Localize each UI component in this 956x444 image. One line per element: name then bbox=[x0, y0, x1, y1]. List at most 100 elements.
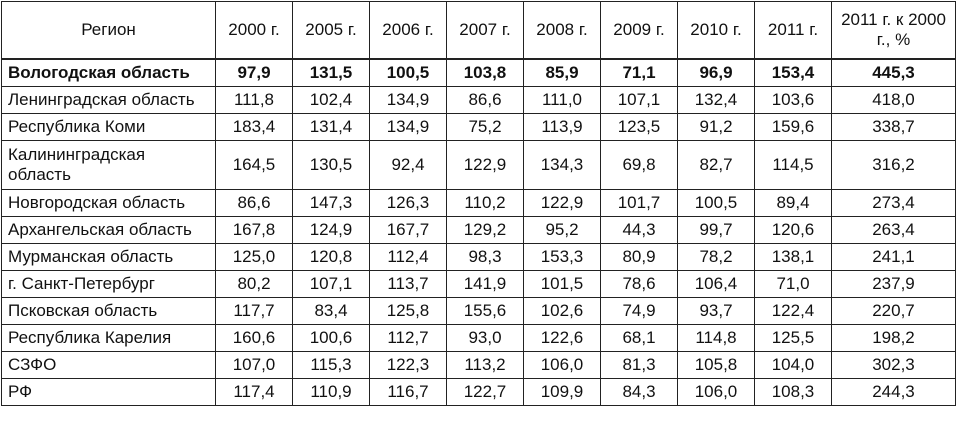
value-cell: 68,1 bbox=[600, 324, 678, 352]
value-cell: 82,7 bbox=[677, 140, 755, 190]
value-cell: 110,2 bbox=[446, 189, 524, 217]
value-cell: 125,5 bbox=[754, 324, 832, 352]
value-cell: 338,7 bbox=[831, 113, 956, 141]
value-cell: 104,0 bbox=[754, 351, 832, 379]
table-row: Новгородская область 86,6 147,3 126,3 110,2 1… bbox=[1, 189, 956, 217]
value-cell: 86,6 bbox=[446, 86, 524, 114]
header-2005: 2005 г. bbox=[292, 1, 370, 60]
value-cell: 85,9 bbox=[523, 58, 601, 87]
value-cell: 198,2 bbox=[831, 324, 956, 352]
value-cell: 138,1 bbox=[754, 243, 832, 271]
value-cell: 92,4 bbox=[369, 140, 447, 190]
value-cell: 91,2 bbox=[677, 113, 755, 141]
header-2010: 2010 г. bbox=[677, 1, 755, 60]
value-cell: 102,6 bbox=[523, 297, 601, 325]
table-row: СЗФО 107,0 115,3 122,3 113,2 106,0 81,3 105,8 10… bbox=[1, 351, 956, 379]
value-cell: 78,2 bbox=[677, 243, 755, 271]
value-cell: 105,8 bbox=[677, 351, 755, 379]
value-cell: 132,4 bbox=[677, 86, 755, 114]
value-cell: 110,9 bbox=[292, 378, 370, 406]
header-2007: 2007 г. bbox=[446, 1, 524, 60]
value-cell: 101,7 bbox=[600, 189, 678, 217]
header-2000: 2000 г. bbox=[215, 1, 293, 60]
value-cell: 147,3 bbox=[292, 189, 370, 217]
value-cell: 97,9 bbox=[215, 58, 293, 87]
value-cell: 107,1 bbox=[292, 270, 370, 298]
value-cell: 108,3 bbox=[754, 378, 832, 406]
value-cell: 130,5 bbox=[292, 140, 370, 190]
value-cell: 302,3 bbox=[831, 351, 956, 379]
value-cell: 159,6 bbox=[754, 113, 832, 141]
header-2011-vs-2000: 2011 г. к 2000 г., % bbox=[831, 1, 956, 60]
value-cell: 89,4 bbox=[754, 189, 832, 217]
value-cell: 95,2 bbox=[523, 216, 601, 244]
value-cell: 124,9 bbox=[292, 216, 370, 244]
region-cell: г. Санкт-Петербург bbox=[1, 270, 216, 298]
value-cell: 134,9 bbox=[369, 113, 447, 141]
value-cell: 122,4 bbox=[754, 297, 832, 325]
table-row: Вологодская область 97,9 131,5 100,5 103,8 85… bbox=[1, 58, 956, 87]
value-cell: 125,8 bbox=[369, 297, 447, 325]
value-cell: 80,9 bbox=[600, 243, 678, 271]
value-cell: 112,7 bbox=[369, 324, 447, 352]
value-cell: 112,4 bbox=[369, 243, 447, 271]
region-cell: Мурманская область bbox=[1, 243, 216, 271]
value-cell: 106,4 bbox=[677, 270, 755, 298]
value-cell: 220,7 bbox=[831, 297, 956, 325]
table-row: Республика Карелия 160,6 100,6 112,7 93,0 122… bbox=[1, 324, 956, 352]
value-cell: 100,5 bbox=[677, 189, 755, 217]
table-row: Мурманская область 125,0 120,8 112,4 98,3 153… bbox=[1, 243, 956, 271]
value-cell: 153,4 bbox=[754, 58, 832, 87]
value-cell: 120,8 bbox=[292, 243, 370, 271]
value-cell: 44,3 bbox=[600, 216, 678, 244]
value-cell: 86,6 bbox=[215, 189, 293, 217]
table-row: Ленинградская область 111,8 102,4 134,9 86,6… bbox=[1, 86, 956, 114]
region-cell: Архангельская область bbox=[1, 216, 216, 244]
value-cell: 122,6 bbox=[523, 324, 601, 352]
region-cell: Ленинградская область bbox=[1, 86, 216, 114]
value-cell: 445,3 bbox=[831, 58, 956, 87]
value-cell: 113,7 bbox=[369, 270, 447, 298]
header-row: Регион 2000 г. 2005 г. 2006 г. 2007 г. 2… bbox=[1, 1, 956, 60]
value-cell: 244,3 bbox=[831, 378, 956, 406]
value-cell: 129,2 bbox=[446, 216, 524, 244]
value-cell: 81,3 bbox=[600, 351, 678, 379]
value-cell: 106,0 bbox=[677, 378, 755, 406]
region-cell: Вологодская область bbox=[1, 58, 216, 87]
value-cell: 134,9 bbox=[369, 86, 447, 114]
value-cell: 69,8 bbox=[600, 140, 678, 190]
value-cell: 122,7 bbox=[446, 378, 524, 406]
value-cell: 71,0 bbox=[754, 270, 832, 298]
region-cell: Псковская область bbox=[1, 297, 216, 325]
value-cell: 113,2 bbox=[446, 351, 524, 379]
value-cell: 126,3 bbox=[369, 189, 447, 217]
value-cell: 131,5 bbox=[292, 58, 370, 87]
value-cell: 103,8 bbox=[446, 58, 524, 87]
value-cell: 100,5 bbox=[369, 58, 447, 87]
value-cell: 183,4 bbox=[215, 113, 293, 141]
value-cell: 164,5 bbox=[215, 140, 293, 190]
value-cell: 117,4 bbox=[215, 378, 293, 406]
value-cell: 167,7 bbox=[369, 216, 447, 244]
header-region: Регион bbox=[1, 1, 216, 60]
value-cell: 109,9 bbox=[523, 378, 601, 406]
value-cell: 84,3 bbox=[600, 378, 678, 406]
value-cell: 116,7 bbox=[369, 378, 447, 406]
table-header: Регион 2000 г. 2005 г. 2006 г. 2007 г. 2… bbox=[1, 1, 956, 60]
value-cell: 80,2 bbox=[215, 270, 293, 298]
header-2011: 2011 г. bbox=[754, 1, 832, 60]
value-cell: 96,9 bbox=[677, 58, 755, 87]
header-2009: 2009 г. bbox=[600, 1, 678, 60]
value-cell: 273,4 bbox=[831, 189, 956, 217]
value-cell: 98,3 bbox=[446, 243, 524, 271]
value-cell: 93,0 bbox=[446, 324, 524, 352]
value-cell: 155,6 bbox=[446, 297, 524, 325]
value-cell: 83,4 bbox=[292, 297, 370, 325]
table-row: Калининградская область 164,5 130,5 92,4 122… bbox=[1, 140, 956, 190]
value-cell: 74,9 bbox=[600, 297, 678, 325]
value-cell: 78,6 bbox=[600, 270, 678, 298]
value-cell: 114,5 bbox=[754, 140, 832, 190]
value-cell: 117,7 bbox=[215, 297, 293, 325]
value-cell: 160,6 bbox=[215, 324, 293, 352]
value-cell: 134,3 bbox=[523, 140, 601, 190]
